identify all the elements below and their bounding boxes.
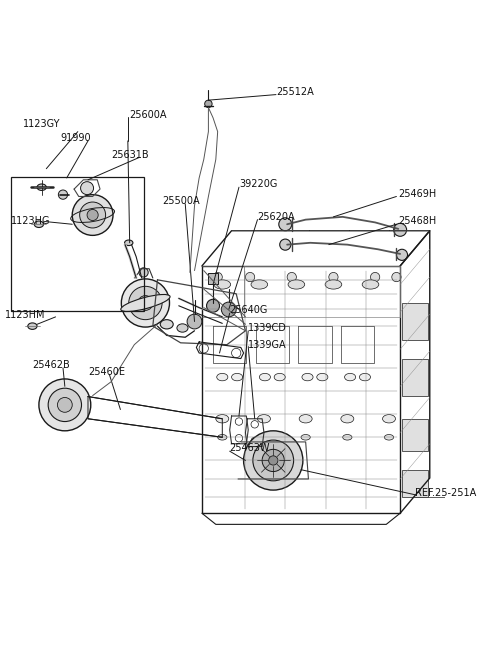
Ellipse shape [299,415,312,423]
Ellipse shape [362,280,379,289]
Ellipse shape [217,434,227,440]
Text: 25469H: 25469H [398,189,436,199]
Bar [11,177,144,312]
Ellipse shape [217,373,228,380]
Circle shape [279,218,292,231]
Ellipse shape [288,280,305,289]
Text: 91990: 91990 [60,133,91,143]
Text: 25640G: 25640G [230,306,268,316]
Ellipse shape [28,323,37,329]
Circle shape [394,223,407,236]
Text: 25600A: 25600A [130,110,167,120]
Bar [402,470,428,497]
Text: 1339CD: 1339CD [248,323,287,333]
Ellipse shape [251,280,268,289]
Ellipse shape [257,415,270,423]
Ellipse shape [317,373,328,380]
Circle shape [287,272,296,281]
Ellipse shape [360,373,371,380]
Text: 25512A: 25512A [276,87,314,97]
Bar [208,274,217,285]
Text: 25460E: 25460E [88,367,125,377]
Ellipse shape [259,373,270,380]
Circle shape [48,388,82,422]
Circle shape [235,434,243,442]
Circle shape [262,449,284,472]
Circle shape [59,190,68,199]
Circle shape [231,348,241,358]
Text: 1339GA: 1339GA [248,340,287,350]
Ellipse shape [160,319,173,329]
Circle shape [245,272,255,281]
Circle shape [206,299,219,312]
Ellipse shape [383,415,396,423]
Circle shape [58,398,72,412]
Ellipse shape [325,280,342,289]
Circle shape [213,272,222,281]
Circle shape [396,249,408,260]
Ellipse shape [343,434,352,440]
Bar [402,419,428,451]
Circle shape [80,202,106,228]
Ellipse shape [34,221,44,228]
Text: 25620A: 25620A [257,212,295,222]
Circle shape [72,195,113,236]
Circle shape [138,296,153,310]
Bar [402,359,428,396]
Circle shape [269,456,278,465]
Circle shape [371,272,380,281]
Circle shape [121,279,169,327]
Ellipse shape [214,280,230,289]
Circle shape [204,100,212,108]
Ellipse shape [37,184,46,190]
Text: 25631B: 25631B [111,150,149,160]
Circle shape [251,438,258,445]
Circle shape [221,302,236,317]
Text: 1123HM: 1123HM [5,310,45,320]
Text: 25463W: 25463W [230,443,270,453]
Ellipse shape [301,434,310,440]
Circle shape [235,418,243,425]
Text: 25468H: 25468H [398,216,436,226]
Circle shape [81,182,94,195]
Ellipse shape [216,415,229,423]
Circle shape [243,431,303,490]
Text: REF.25-251A: REF.25-251A [415,488,476,498]
Ellipse shape [177,324,188,332]
Ellipse shape [231,373,243,380]
Ellipse shape [125,240,133,245]
Ellipse shape [341,415,354,423]
Ellipse shape [384,434,394,440]
Circle shape [251,420,258,428]
Ellipse shape [274,373,285,380]
Circle shape [253,440,294,481]
Circle shape [87,209,98,220]
Ellipse shape [121,295,170,312]
Text: 1123HG: 1123HG [11,216,50,226]
Ellipse shape [345,373,356,380]
Text: 25462B: 25462B [33,360,70,370]
Text: 25500A: 25500A [162,196,200,206]
Text: 1123GY: 1123GY [23,119,60,129]
Ellipse shape [302,373,313,380]
Circle shape [187,314,202,329]
Ellipse shape [259,434,269,440]
Circle shape [280,239,291,250]
Circle shape [39,379,91,431]
Circle shape [329,272,338,281]
Circle shape [139,268,148,277]
Circle shape [199,344,208,353]
Bar [402,303,428,340]
Circle shape [392,272,401,281]
Circle shape [129,286,162,319]
Text: 39220G: 39220G [239,180,277,190]
